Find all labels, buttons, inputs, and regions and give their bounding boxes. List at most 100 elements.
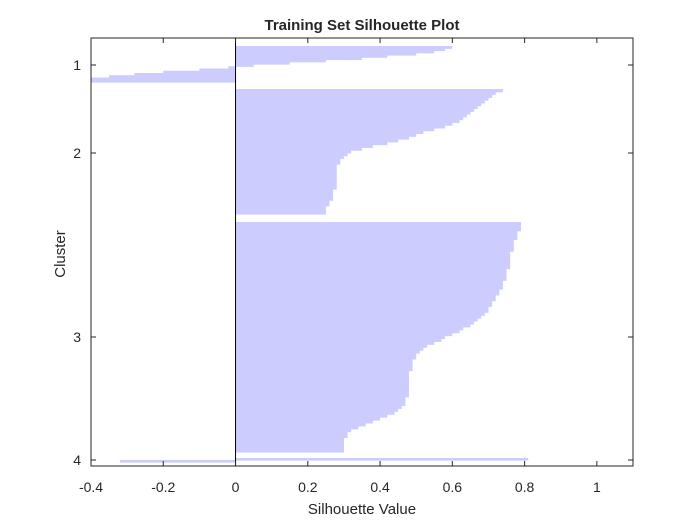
silhouette-bar-c3 xyxy=(235,245,514,249)
x-tick-label: 0.2 xyxy=(298,479,318,495)
silhouette-bar-c2 xyxy=(235,147,362,151)
silhouette-bar-c1 xyxy=(235,50,435,54)
silhouette-bar-c3 xyxy=(235,268,507,273)
y-tick-label: 2 xyxy=(73,145,81,161)
silhouette-bar-c3 xyxy=(235,350,420,354)
silhouette-bar-c2 xyxy=(235,175,337,179)
silhouette-bar-c1 xyxy=(235,61,290,65)
silhouette-bar-c3 xyxy=(235,300,493,305)
silhouette-bar-c1 xyxy=(134,73,236,76)
silhouette-bar-c2 xyxy=(235,136,409,140)
silhouette-bar-c3 xyxy=(235,385,409,389)
silhouette-bar-c1 xyxy=(199,68,236,72)
silhouette-bar-c1 xyxy=(235,46,453,49)
silhouette-bar-c2 xyxy=(235,202,330,207)
silhouette-bar-c3 xyxy=(235,256,511,261)
silhouette-bar-c3 xyxy=(235,297,496,302)
silhouette-bar-c2 xyxy=(235,116,464,121)
silhouette-bar-c3 xyxy=(235,379,409,383)
y-tick-label: 1 xyxy=(73,57,81,73)
silhouette-bar-c2 xyxy=(235,177,337,182)
silhouette-bar-c3 xyxy=(235,291,500,296)
silhouette-bar-c3 xyxy=(235,318,478,322)
silhouette-bar-c3 xyxy=(235,283,503,287)
silhouette-bar-c2 xyxy=(235,205,326,210)
silhouette-bar-c3 xyxy=(235,233,518,238)
silhouette-bar-c2 xyxy=(235,152,348,157)
silhouette-bar-c3 xyxy=(235,309,489,313)
silhouette-bar-c1 xyxy=(235,55,388,58)
silhouette-bar-c3 xyxy=(235,419,373,424)
silhouette-bar-c3 xyxy=(235,224,521,229)
silhouette-bar-c2 xyxy=(235,158,341,162)
silhouette-bar-c3 xyxy=(235,227,521,232)
silhouette-bar-c2 xyxy=(235,108,475,112)
silhouette-bar-c3 xyxy=(235,335,446,340)
silhouette-bar-c3 xyxy=(235,262,511,267)
silhouette-bar-c2 xyxy=(235,114,467,118)
silhouette-bar-c3 xyxy=(235,390,409,395)
x-tick-label: 0 xyxy=(232,479,240,495)
silhouette-bar-c2 xyxy=(235,97,489,101)
silhouette-bar-c3 xyxy=(235,449,344,453)
silhouette-bar-c2 xyxy=(235,139,399,143)
x-axis-ticks: -0.4 -0.2 0 0.2 0.4 0.6 0.8 1 xyxy=(79,38,601,495)
silhouette-bar-c3 xyxy=(235,286,503,290)
silhouette-bar-c3 xyxy=(235,248,514,252)
silhouette-bar-c3 xyxy=(235,338,442,342)
silhouette-bar-c2 xyxy=(235,94,493,98)
silhouette-bar-c3 xyxy=(235,405,402,409)
chart-title: Training Set Silhouette Plot xyxy=(264,17,459,34)
silhouette-bar-c2 xyxy=(235,194,334,198)
silhouette-bar-c3 xyxy=(235,236,518,241)
silhouette-bar-c2 xyxy=(235,144,373,148)
silhouette-bar-c2 xyxy=(235,150,352,154)
x-tick-label: 1 xyxy=(593,479,601,495)
silhouette-bar-c3 xyxy=(235,393,409,398)
silhouette-bar-c2 xyxy=(235,172,337,176)
silhouette-bar-c3 xyxy=(235,329,460,334)
silhouette-bar-c2 xyxy=(235,91,496,96)
silhouette-bar-c2 xyxy=(235,197,334,201)
silhouette-bar-c2 xyxy=(235,164,337,168)
silhouette-bar-c3 xyxy=(235,387,409,392)
silhouette-bar-c3 xyxy=(235,382,409,386)
silhouette-bar-c3 xyxy=(235,361,413,366)
silhouette-bar-c3 xyxy=(235,408,399,412)
silhouette-bar-c2 xyxy=(235,130,424,135)
silhouette-bar-c3 xyxy=(235,443,344,447)
silhouette-bar-c3 xyxy=(235,280,503,284)
x-tick-label: -0.2 xyxy=(151,479,175,495)
silhouette-bar-c3 xyxy=(235,414,388,418)
silhouette-bar-c3 xyxy=(235,242,514,246)
silhouette-bar-c2 xyxy=(235,180,337,185)
silhouette-bar-c3 xyxy=(235,222,521,226)
silhouette-bar-c3 xyxy=(235,254,511,258)
silhouette-bar-c3 xyxy=(235,326,464,331)
silhouette-bar-c2 xyxy=(235,119,460,123)
silhouette-bar-c3 xyxy=(235,370,409,374)
silhouette-bar-c2 xyxy=(235,105,478,110)
x-tick-label: 0.4 xyxy=(370,479,390,495)
silhouette-bar-c2 xyxy=(235,186,337,190)
silhouette-bar-c3 xyxy=(235,373,409,377)
silhouette-bar-c3 xyxy=(235,396,406,401)
silhouette-bar-c3 xyxy=(235,294,496,299)
silhouette-bar-c2 xyxy=(235,166,337,171)
silhouette-bar-c3 xyxy=(235,425,359,430)
silhouette-bar-c2 xyxy=(235,89,503,93)
silhouette-bar-c2 xyxy=(235,122,453,126)
silhouette-bar-c2 xyxy=(235,127,435,132)
silhouette-bar-c4 xyxy=(235,458,529,461)
silhouette-bar-c2 xyxy=(235,111,471,115)
silhouette-bar-c3 xyxy=(235,434,348,439)
silhouette-bar-c3 xyxy=(235,437,344,441)
silhouette-bar-c3 xyxy=(235,440,344,444)
silhouette-bar-c3 xyxy=(235,364,413,369)
silhouette-bar-c3 xyxy=(235,277,507,281)
axes-box xyxy=(90,37,634,467)
silhouette-bar-c1 xyxy=(235,52,417,56)
silhouette-bar-c3 xyxy=(235,288,500,293)
silhouette-bar-c3 xyxy=(235,344,428,348)
